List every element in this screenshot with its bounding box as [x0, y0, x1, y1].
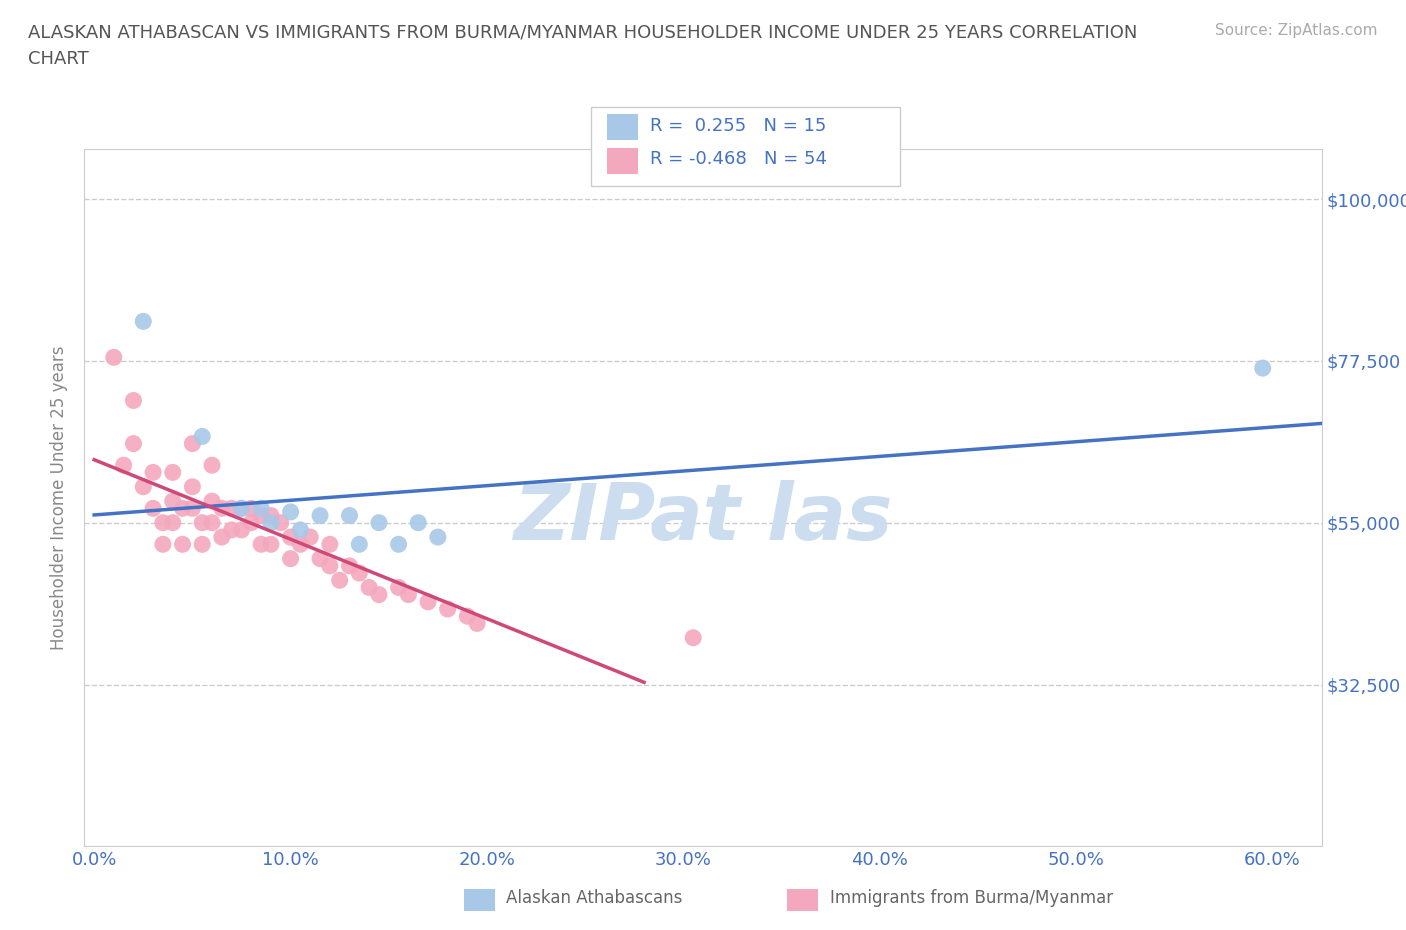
Text: ALASKAN ATHABASCAN VS IMMIGRANTS FROM BURMA/MYANMAR HOUSEHOLDER INCOME UNDER 25 : ALASKAN ATHABASCAN VS IMMIGRANTS FROM BU…	[28, 23, 1137, 68]
Point	[201, 494, 224, 509]
Point	[416, 594, 439, 609]
Point	[162, 494, 184, 509]
Point	[309, 508, 332, 523]
Point	[387, 580, 409, 595]
Point	[211, 530, 233, 545]
Point	[132, 314, 155, 329]
Point	[260, 508, 283, 523]
Point	[299, 530, 322, 545]
Text: ZIPat las: ZIPat las	[513, 481, 893, 556]
Point	[270, 515, 292, 530]
Point	[122, 436, 145, 451]
Text: R = -0.468   N = 54: R = -0.468 N = 54	[650, 150, 827, 168]
Point	[211, 501, 233, 516]
Point	[280, 504, 302, 519]
Point	[406, 515, 429, 530]
Point	[329, 573, 352, 588]
Point	[221, 523, 243, 538]
Text: Alaskan Athabascans: Alaskan Athabascans	[506, 889, 682, 908]
Point	[142, 465, 165, 480]
Point	[260, 537, 283, 551]
Point	[339, 558, 361, 573]
Point	[231, 523, 253, 538]
Point	[280, 530, 302, 545]
Point	[112, 458, 135, 472]
Point	[122, 393, 145, 408]
Point	[260, 515, 283, 530]
Point	[319, 537, 342, 551]
Point	[191, 537, 214, 551]
Text: Immigrants from Burma/Myanmar: Immigrants from Burma/Myanmar	[830, 889, 1112, 908]
Point	[1251, 361, 1274, 376]
Point	[426, 530, 449, 545]
Point	[339, 508, 361, 523]
Point	[162, 465, 184, 480]
Point	[319, 558, 342, 573]
Point	[682, 631, 704, 645]
Point	[240, 501, 263, 516]
Point	[250, 501, 273, 516]
Point	[103, 350, 125, 365]
Point	[250, 537, 273, 551]
Point	[152, 537, 174, 551]
Point	[181, 501, 204, 516]
Point	[290, 523, 312, 538]
Point	[191, 429, 214, 444]
Point	[349, 565, 371, 580]
Point	[436, 602, 458, 617]
Point	[349, 537, 371, 551]
Point	[240, 515, 263, 530]
Point	[280, 551, 302, 566]
Point	[221, 501, 243, 516]
Point	[465, 616, 488, 631]
Point	[396, 587, 419, 602]
Point	[359, 580, 381, 595]
Point	[132, 479, 155, 494]
Point	[290, 537, 312, 551]
Point	[172, 537, 194, 551]
Y-axis label: Householder Income Under 25 years: Householder Income Under 25 years	[51, 345, 69, 650]
Point	[191, 515, 214, 530]
Point	[201, 458, 224, 472]
Point	[368, 587, 391, 602]
Text: R =  0.255   N = 15: R = 0.255 N = 15	[650, 116, 825, 135]
Text: Source: ZipAtlas.com: Source: ZipAtlas.com	[1215, 23, 1378, 38]
Point	[231, 501, 253, 516]
Point	[309, 551, 332, 566]
Point	[162, 515, 184, 530]
Point	[172, 501, 194, 516]
Point	[387, 537, 409, 551]
Point	[181, 436, 204, 451]
Point	[250, 508, 273, 523]
Point	[231, 501, 253, 516]
Point	[201, 515, 224, 530]
Point	[368, 515, 391, 530]
Point	[152, 515, 174, 530]
Point	[456, 609, 478, 624]
Point	[181, 479, 204, 494]
Point	[142, 501, 165, 516]
